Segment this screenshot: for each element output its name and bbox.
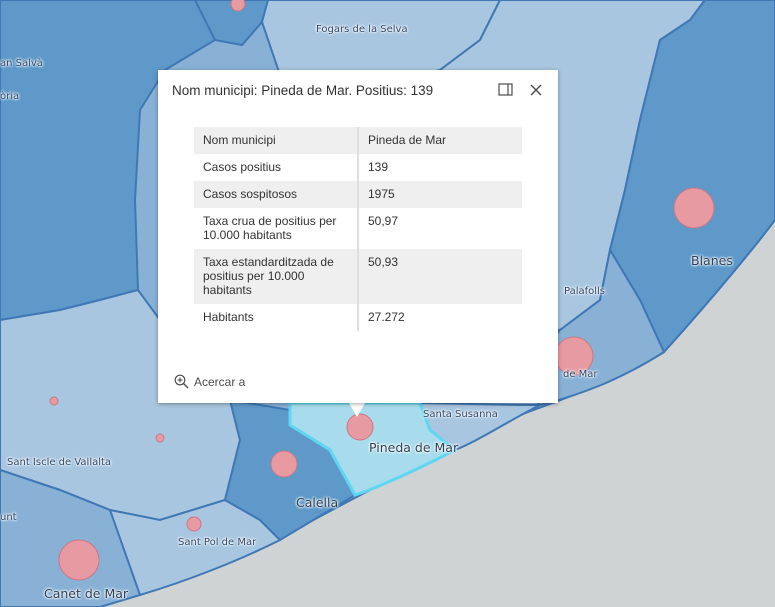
place-label-canet: Canet de Mar [44,586,129,601]
place-label-oria: òria [0,91,20,102]
municipality-pineda-selected[interactable] [288,401,458,497]
table-row: Taxa crua de positius per 10.000 habitan… [194,208,522,249]
place-label-unt: unt [0,512,17,523]
field-name: Casos sospitosos [194,181,359,208]
place-label-sant-iscle: Sant Iscle de Vallalta [7,457,112,468]
field-value: 27.272 [358,304,522,331]
feature-popup: Nom municipi: Pineda de Mar. Positius: 1… [158,70,558,403]
case-circle[interactable] [49,396,59,406]
table-row: Taxa estandarditzada de positius per 10.… [194,249,522,304]
case-circle[interactable] [58,539,100,581]
zoom-in-icon [174,374,189,389]
place-label-palafolls: Palafolls [564,286,606,297]
field-value: 1975 [358,181,522,208]
table-row: Habitants 27.272 [194,304,522,331]
dock-button[interactable] [498,83,514,97]
field-value: 50,97 [358,208,522,249]
place-label-calella: Calella [296,495,339,510]
field-name: Taxa crua de positius per 10.000 habitan… [194,208,359,249]
popup-pointer [349,403,365,417]
municipality-top-small[interactable] [193,0,270,47]
field-name: Casos positius [194,154,359,181]
close-icon [530,84,542,96]
table-row: Casos positius 139 [194,154,522,181]
zoom-to-button[interactable]: Acercar a [174,374,245,389]
field-name: Habitants [194,304,359,331]
field-name: Nom municipi [194,127,359,154]
place-label-fogars: Fogars de la Selva [316,24,408,35]
place-label-blanes: Blanes [691,253,733,268]
case-circle[interactable] [186,516,202,532]
place-label-sant-pol: Sant Pol de Mar [178,537,257,548]
place-label-demar: de Mar [563,369,598,380]
case-circle[interactable] [230,0,246,12]
place-label-pineda: Pineda de Mar [369,440,459,455]
case-circle-pineda[interactable] [346,413,374,441]
place-label-salva: an Salvà [0,58,43,69]
field-value: 50,93 [358,249,522,304]
case-circle[interactable] [155,433,165,443]
zoom-to-label: Acercar a [194,374,246,389]
case-circle[interactable] [270,450,298,478]
field-value: 139 [358,154,522,181]
case-circle[interactable] [673,187,715,229]
field-value: Pineda de Mar [358,127,522,154]
table-row: Nom municipi Pineda de Mar [194,127,522,154]
attribute-table: Nom municipi Pineda de Mar Casos positiu… [194,127,522,331]
dock-icon [498,83,513,96]
municipality-blanes[interactable] [608,0,775,354]
place-label-santa-susanna: Santa Susanna [423,409,498,420]
table-row: Casos sospitosos 1975 [194,181,522,208]
popup-title: Nom municipi: Pineda de Mar. Positius: 1… [172,83,434,98]
close-button[interactable] [528,82,544,98]
field-name: Taxa estandarditzada de positius per 10.… [194,249,359,304]
